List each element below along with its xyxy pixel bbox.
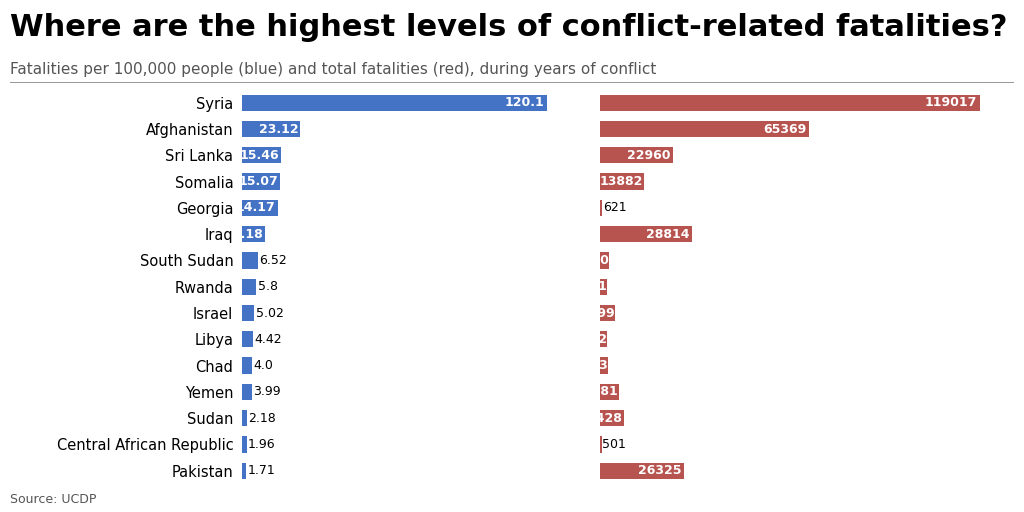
Bar [242, 95, 547, 111]
Text: 2.18: 2.18 [249, 412, 276, 424]
Text: 119017: 119017 [925, 96, 977, 109]
Bar [242, 279, 256, 295]
Bar [600, 462, 684, 479]
Bar [242, 357, 252, 374]
Text: Source: UCDP: Source: UCDP [10, 493, 96, 506]
Bar [242, 226, 265, 242]
Text: 26325: 26325 [638, 464, 682, 477]
Text: 2940: 2940 [574, 254, 609, 267]
Bar [600, 305, 615, 321]
Text: 13882: 13882 [600, 175, 643, 188]
Text: 621: 621 [603, 201, 627, 215]
Text: 28814: 28814 [646, 228, 689, 241]
Text: 5981: 5981 [583, 386, 617, 398]
Bar [600, 95, 980, 111]
Text: 9.18: 9.18 [232, 228, 263, 241]
Text: 1.71: 1.71 [247, 464, 275, 477]
Bar [600, 410, 624, 426]
Bar [600, 436, 602, 453]
Text: 6.52: 6.52 [259, 254, 288, 267]
Bar [242, 436, 247, 453]
Bar [600, 252, 609, 269]
Bar [242, 383, 252, 400]
Bar [242, 410, 247, 426]
Text: 4.0: 4.0 [253, 359, 273, 372]
Text: 14.17: 14.17 [236, 201, 275, 215]
Text: 2231: 2231 [571, 280, 606, 293]
Bar [600, 121, 809, 137]
Bar [600, 200, 602, 216]
Text: 2583: 2583 [573, 359, 608, 372]
Bar [242, 331, 253, 348]
Text: 120.1: 120.1 [505, 96, 545, 109]
Bar [600, 226, 692, 242]
Bar [242, 121, 300, 137]
Text: 15.46: 15.46 [240, 149, 279, 162]
Bar [242, 462, 246, 479]
Bar [600, 279, 607, 295]
Text: 3.99: 3.99 [253, 386, 281, 398]
Text: 65369: 65369 [763, 122, 806, 136]
Text: 5.8: 5.8 [258, 280, 278, 293]
Text: 5.02: 5.02 [256, 307, 284, 319]
Bar [242, 174, 280, 190]
Text: 501: 501 [602, 438, 626, 451]
Text: 2252: 2252 [571, 333, 607, 346]
Bar [242, 252, 258, 269]
Bar [600, 147, 674, 163]
Text: 23.12: 23.12 [259, 122, 298, 136]
Bar [600, 331, 607, 348]
Text: 22960: 22960 [628, 149, 671, 162]
Text: Fatalities per 100,000 people (blue) and total fatalities (red), during years of: Fatalities per 100,000 people (blue) and… [10, 62, 656, 77]
Text: 15.07: 15.07 [239, 175, 278, 188]
Bar [600, 357, 608, 374]
Bar [600, 174, 644, 190]
Text: 4.42: 4.42 [254, 333, 282, 346]
Bar [242, 147, 281, 163]
Bar [242, 200, 278, 216]
Bar [242, 305, 254, 321]
Text: 1.96: 1.96 [248, 438, 275, 451]
Text: 4699: 4699 [580, 307, 614, 319]
Text: Where are the highest levels of conflict-related fatalities?: Where are the highest levels of conflict… [10, 13, 1008, 42]
Bar [600, 383, 620, 400]
Text: 7428: 7428 [588, 412, 623, 424]
